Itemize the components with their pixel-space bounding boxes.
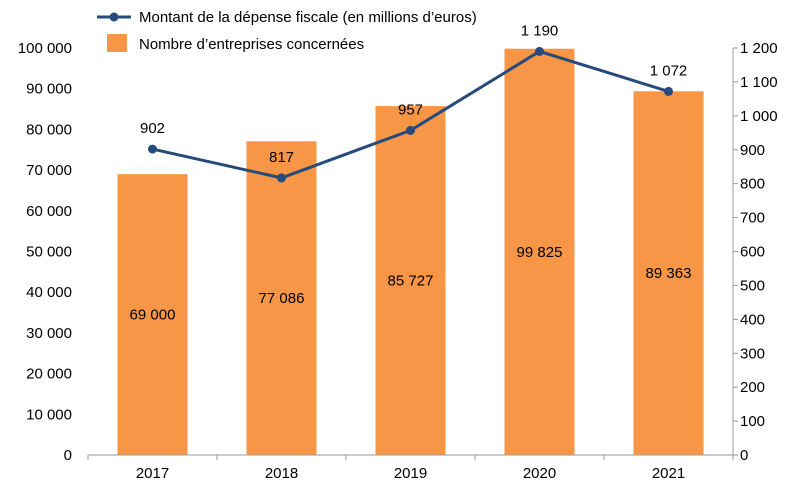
y-right-tick-label: 1 200 [740, 40, 778, 57]
y-right-tick-label: 500 [740, 277, 765, 294]
legend: Montant de la dépense fiscale (en millio… [97, 9, 477, 53]
y-left-tick-label: 70 000 [26, 162, 72, 179]
y-right-tick-label: 300 [740, 345, 765, 362]
bar-2018 [246, 141, 317, 455]
x-tick-label: 2021 [652, 465, 685, 482]
line-data-label: 1 072 [650, 62, 688, 79]
line-point-2020 [535, 46, 544, 56]
bar-data-label: 69 000 [130, 307, 176, 324]
legend-line-marker [109, 12, 119, 22]
line-point-2018 [277, 173, 286, 183]
y-left-tick-label: 80 000 [26, 121, 72, 138]
y-right-tick-label: 1 100 [740, 74, 778, 91]
x-tick-label: 2017 [136, 465, 169, 482]
line-data-label: 817 [269, 149, 294, 166]
legend-bar-swatch [107, 34, 127, 52]
y-left-tick-label: 100 000 [18, 40, 72, 57]
y-right-tick-label: 700 [740, 210, 765, 227]
bar-data-label: 77 086 [259, 290, 305, 307]
y-right-tick-label: 0 [740, 447, 748, 464]
bar-data-label: 99 825 [517, 244, 563, 261]
bar-2017 [117, 174, 188, 456]
bar-2021 [633, 91, 704, 455]
y-left-tick-label: 30 000 [26, 325, 72, 342]
line-data-label: 902 [140, 120, 165, 137]
line-point-2017 [148, 144, 157, 154]
y-left-tick-label: 60 000 [26, 203, 72, 220]
line-data-label: 957 [398, 101, 423, 118]
y-right-tick-label: 800 [740, 176, 765, 193]
x-tick-label: 2019 [394, 465, 427, 482]
bar-data-label: 89 363 [646, 265, 692, 282]
legend-bar-label: Nombre d’entreprises concernées [139, 36, 364, 53]
line-point-2019 [406, 125, 415, 135]
legend-line-label: Montant de la dépense fiscale (en millio… [139, 9, 477, 26]
x-tick-label: 2020 [523, 465, 556, 482]
bar-2020 [504, 48, 575, 455]
y-left-tick-label: 50 000 [26, 244, 72, 261]
x-tick-label: 2018 [265, 465, 298, 482]
bar-2019 [375, 106, 446, 455]
bar-data-label: 85 727 [388, 273, 434, 290]
y-left-tick-label: 90 000 [26, 81, 72, 98]
y-left-tick-label: 0 [64, 447, 72, 464]
line-point-2021 [664, 86, 673, 96]
y-right-tick-label: 1 000 [740, 108, 778, 125]
y-left-tick-label: 10 000 [26, 406, 72, 423]
y-right-tick-label: 900 [740, 142, 765, 159]
line-data-label: 1 190 [521, 22, 559, 39]
y-left-tick-label: 20 000 [26, 366, 72, 383]
y-left-tick-label: 40 000 [26, 284, 72, 301]
y-right-tick-label: 400 [740, 311, 765, 328]
y-right-tick-label: 200 [740, 379, 765, 396]
y-right-tick-label: 100 [740, 413, 765, 430]
y-right-tick-label: 600 [740, 244, 765, 261]
